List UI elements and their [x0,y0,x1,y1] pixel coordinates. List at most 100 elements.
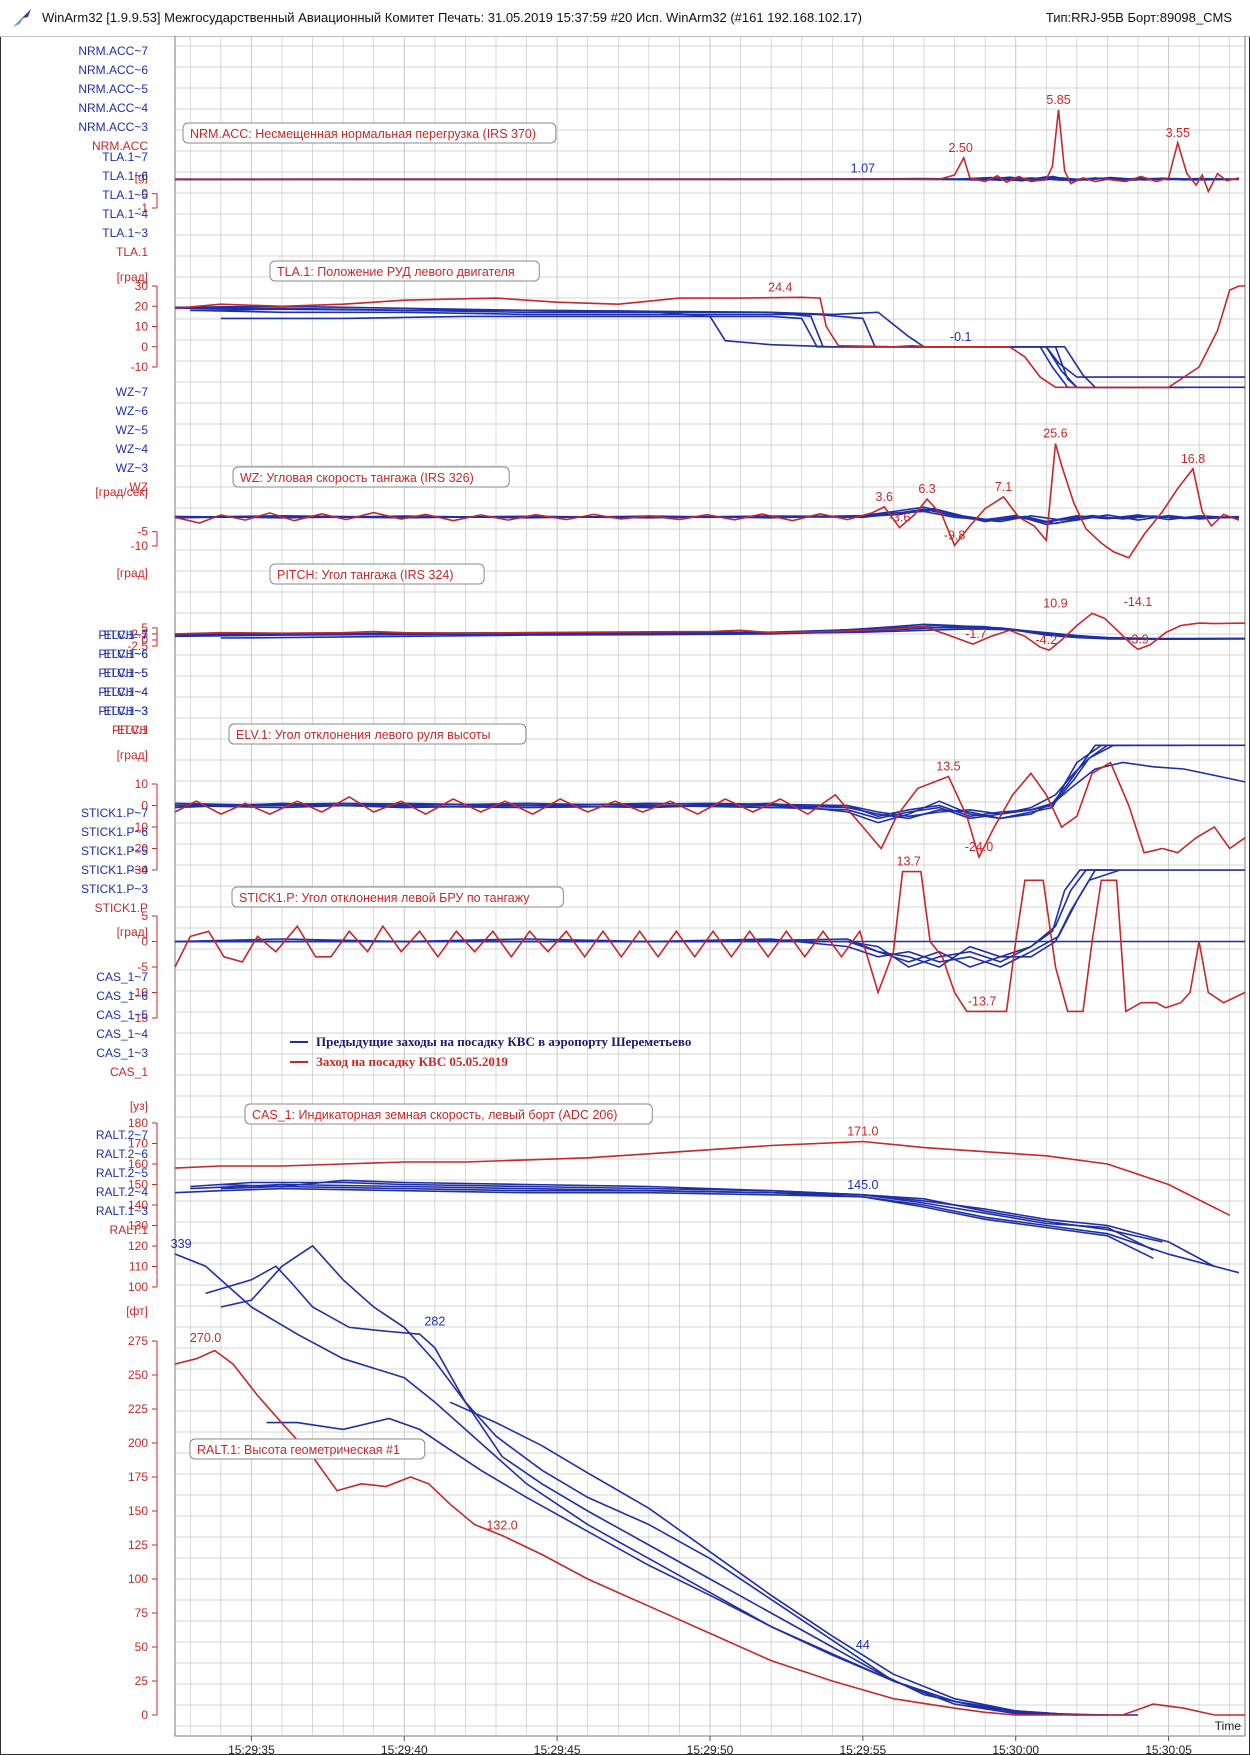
panel-title-box [269,260,540,282]
data-label: -24.0 [965,840,994,854]
panel-cas: CAS_1~7 CAS_1~6 CAS_1~5 CAS_1~4 CAS_1~3 CAS_1… [96,970,1240,1294]
channel-label-event: RALT.1 [110,1223,149,1237]
channel-label-previous: PITCH~5 [98,666,148,680]
y-tick-label: -2.5 [127,639,148,653]
flight-data-chart: NRM.ACC~7 NRM.ACC~6 NRM.ACC~5 NRM.ACC~4 NRM.… [78,36,1246,1755]
panel-title: ELV.1: Угол отклонения левого руля высот… [236,728,491,742]
y-tick-label: 160 [128,1157,148,1171]
data-label: 282 [424,1314,445,1328]
y-tick-label: 170 [128,1137,148,1151]
channel-label-previous: NRM.ACC~4 [78,101,148,115]
series-previous-line [174,628,1245,640]
data-label: 171.0 [847,1124,878,1138]
panel-title: CAS_1: Индикаторная земная скорость, лев… [252,1108,617,1122]
y-tick-label: -5 [137,960,148,974]
y-tick-label: 10 [135,777,149,791]
panel-title: WZ: Угловая скорость тангажа (IRS 326) [240,471,474,485]
channel-label-event: CAS_1 [110,1065,148,1079]
data-label: -1.7 [965,627,987,641]
channel-label-previous: NRM.ACC~6 [78,63,148,77]
x-tick-label: 15:29:40 [381,1743,428,1755]
panel-title-box [244,1103,653,1125]
y-tick-label: -1 [137,201,148,215]
legend-entry: Заход на посадку КВС 05.05.2019 [316,1054,508,1069]
series-previous-line [190,1183,1163,1243]
channel-label-previous: CAS_1~7 [96,970,148,984]
series-event-line [174,1349,1245,1716]
y-tick-label: 110 [129,1260,148,1274]
y-tick-label: 50 [135,1640,149,1654]
x-tick-label: 15:29:50 [687,1743,734,1755]
series-previous-line [220,1179,1154,1251]
series-event-line [174,285,1245,389]
y-tick-label: 5 [141,909,148,923]
series-event-line [174,612,1246,651]
series-previous-line [174,744,1184,818]
y-tick-label: 0 [141,340,148,354]
y-tick-label: 2.5 [131,627,148,641]
series-previous-line [190,308,1138,389]
y-tick-label: 25 [135,1674,149,1688]
panel-title: NRM.ACC: Несмещенная нормальная перегруз… [190,127,536,141]
channel-label-previous: WZ~6 [116,404,149,418]
channel-label-previous: TLA.1~5 [102,188,148,202]
channel-label-previous: TLA.1~3 [102,226,148,240]
y-tick-label: -10 [131,820,149,834]
channel-label-previous: WZ~7 [116,385,149,399]
panel-tla: TLA.1~7 TLA.1~6 TLA.1~5 TLA.1~4 TLA.1~3 TLA.1… [102,150,1245,389]
channel-label-previous: PITCH~6 [98,647,148,661]
data-label: -9.8 [944,528,966,542]
panel-title-box [228,723,527,745]
channel-label-previous: PITCH~4 [98,685,148,699]
channel-label-previous: CAS_1~3 [96,1046,148,1060]
y-tick-label: 30 [135,279,149,293]
aircraft-info: Тип:RRJ-95B Борт:89098_CMS [1045,10,1232,25]
channel-label-previous: CAS_1~4 [96,1027,148,1041]
legend-entry: Предыдущие заходы на посадку КВС в аэроп… [316,1034,691,1049]
channel-label-previous: NRM.ACC~3 [78,120,148,134]
panel-pitch: PITCH~7 PITCH~6 PITCH~5 PITCH~4 PITCH~3 PITCH… [98,563,1246,737]
panel-nrm_acc: NRM.ACC~7 NRM.ACC~6 NRM.ACC~5 NRM.ACC~4 NRM.… [78,44,1240,215]
data-label: -3.9 [1127,632,1149,646]
channel-label-previous: STICK1.P~3 [81,882,148,896]
y-tick-label: 0 [141,187,148,201]
channel-label-event: ELV.1 [117,723,148,737]
y-tick-label: 120 [128,1239,148,1253]
y-tick-label: 200 [128,1436,148,1450]
panel-wz: WZ~7 WZ~6 WZ~5 WZ~4 WZ~3 WZ[град/сек] -5-10 WZ:… [95,385,1240,559]
y-tick-label: 125 [128,1538,148,1552]
channel-label-previous: PITCH~7 [98,628,148,642]
data-label: -3.6 [889,511,911,525]
x-tick-label: 15:29:45 [534,1743,581,1755]
y-tick-label: -20 [131,842,149,856]
data-label: 3.55 [1166,126,1190,140]
channel-label-previous: CAS_1~6 [96,989,148,1003]
legend: Предыдущие заходы на посадку КВС в аэроп… [290,1034,691,1069]
channel-label-previous: PITCH~3 [98,704,148,718]
series-event-line [174,443,1240,559]
panel-title-box [182,122,557,144]
series-previous-line [449,1401,1077,1716]
y-tick-label: 225 [128,1402,148,1416]
unit-label: [град] [117,925,148,939]
panel-ralt: RALT.2~7 RALT.2~6 RALT.2~5 RALT.2~4 RALT.1~3… [96,1128,1245,1722]
y-tick-label: 75 [135,1606,149,1620]
panel-title: PITCH: Угол тангажа (IRS 324) [277,568,454,582]
y-tick-label: 130 [128,1219,148,1233]
channel-label-previous: ELV.1~3 [104,704,149,718]
channel-label-event: WZ [129,480,148,494]
y-tick-label: -5 [137,525,148,539]
channel-label-previous: WZ~3 [116,461,149,475]
y-tick-label: 20 [135,299,149,313]
series-event-line [174,761,1246,860]
app-icon [13,9,31,27]
y-tick-label: 250 [128,1368,148,1382]
channel-label-previous: NRM.ACC~7 [78,44,148,58]
channel-label-previous: TLA.1~6 [102,169,148,183]
channel-label-previous: RALT.2~7 [96,1128,148,1142]
y-tick-label: 0 [141,1708,148,1722]
y-tick-label: 140 [128,1198,148,1212]
y-tick-label: 0 [141,633,148,647]
panel-title-box [231,886,564,908]
data-label: 1.07 [851,161,875,175]
